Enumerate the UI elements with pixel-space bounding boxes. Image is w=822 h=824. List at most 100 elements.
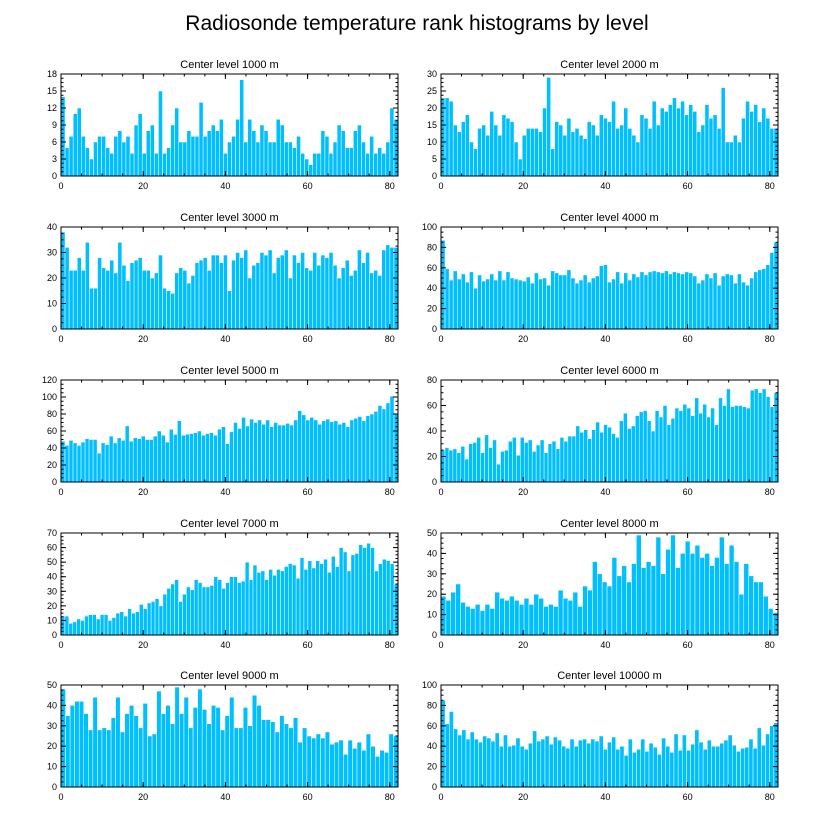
bar xyxy=(521,280,527,330)
bar xyxy=(64,247,70,330)
bar xyxy=(566,269,572,330)
bar xyxy=(501,114,507,177)
bar xyxy=(603,424,608,483)
bar xyxy=(209,432,214,483)
bar xyxy=(497,270,503,330)
bar xyxy=(655,124,661,177)
bar xyxy=(219,119,224,177)
y-tick-label: 20 xyxy=(427,589,437,599)
bar xyxy=(117,242,123,330)
bar xyxy=(256,572,262,636)
figure-title: Radiosonde temperature rank histograms b… xyxy=(185,12,648,35)
bar xyxy=(749,277,754,330)
bar xyxy=(78,701,85,788)
bar xyxy=(448,449,454,483)
bar xyxy=(565,747,571,788)
bar xyxy=(76,445,82,483)
bar xyxy=(329,743,335,788)
bar xyxy=(598,735,604,788)
bar xyxy=(728,544,735,636)
bar xyxy=(651,270,657,330)
bar xyxy=(517,279,523,330)
bar xyxy=(524,442,529,483)
bar xyxy=(342,551,348,636)
y-tick-label: 0 xyxy=(432,324,437,334)
bar xyxy=(719,742,725,788)
bar xyxy=(215,707,221,788)
bar xyxy=(479,610,486,636)
bar xyxy=(239,257,244,330)
bar xyxy=(465,738,471,788)
bar xyxy=(267,141,273,177)
bar xyxy=(157,430,162,483)
bar xyxy=(523,749,529,788)
bar xyxy=(288,141,293,177)
bar xyxy=(271,141,277,177)
bar xyxy=(736,751,741,788)
y-tick-label: 0 xyxy=(52,477,57,487)
bar xyxy=(509,277,515,330)
bar xyxy=(611,433,616,483)
bar xyxy=(173,434,178,483)
bar xyxy=(68,136,74,177)
bar xyxy=(737,141,742,177)
bar xyxy=(698,741,704,788)
bar xyxy=(132,437,138,483)
y-tick-label: 100 xyxy=(42,392,57,402)
bar xyxy=(607,121,612,177)
bar xyxy=(76,618,81,636)
bar xyxy=(241,580,246,636)
bar xyxy=(694,544,701,636)
bar xyxy=(526,276,531,330)
bar xyxy=(206,270,212,330)
bar xyxy=(486,737,492,788)
bar xyxy=(324,136,330,177)
bar xyxy=(242,707,248,788)
bar xyxy=(453,728,458,788)
bar xyxy=(252,694,258,788)
bar xyxy=(316,153,322,177)
bar xyxy=(186,130,192,177)
bar xyxy=(557,739,562,788)
bar xyxy=(133,124,139,177)
panel-title: Center level 7000 m xyxy=(180,518,278,530)
bar xyxy=(440,595,447,636)
y-tick-label: 40 xyxy=(427,548,437,558)
bar xyxy=(532,730,537,788)
bar xyxy=(636,749,641,788)
x-tick-label: 80 xyxy=(385,640,395,650)
bar xyxy=(247,119,253,177)
bar xyxy=(555,448,561,483)
bar xyxy=(321,420,327,483)
bar xyxy=(332,141,338,177)
bar xyxy=(686,407,692,483)
bar xyxy=(444,447,450,483)
bar xyxy=(382,558,387,636)
bar xyxy=(530,128,535,177)
bar xyxy=(116,437,122,483)
bar xyxy=(611,278,616,330)
bar xyxy=(675,567,681,636)
x-tick-label: 40 xyxy=(600,640,610,650)
bar xyxy=(227,290,232,330)
bar xyxy=(365,252,370,330)
bar xyxy=(714,424,719,483)
bar xyxy=(757,392,763,483)
bar xyxy=(60,96,66,177)
bar xyxy=(177,420,182,483)
bar xyxy=(505,117,511,177)
x-tick-label: 0 xyxy=(58,181,63,191)
bar xyxy=(146,130,151,177)
y-tick-label: 50 xyxy=(427,528,437,538)
bar xyxy=(264,579,269,636)
bar xyxy=(217,579,222,636)
bar xyxy=(769,252,775,330)
bar xyxy=(104,444,110,483)
bar xyxy=(194,136,200,177)
bar xyxy=(757,269,763,330)
bar xyxy=(603,117,608,177)
y-tick-label: 60 xyxy=(47,543,57,553)
bar xyxy=(527,439,533,483)
bar xyxy=(582,738,587,788)
bar xyxy=(301,414,306,483)
